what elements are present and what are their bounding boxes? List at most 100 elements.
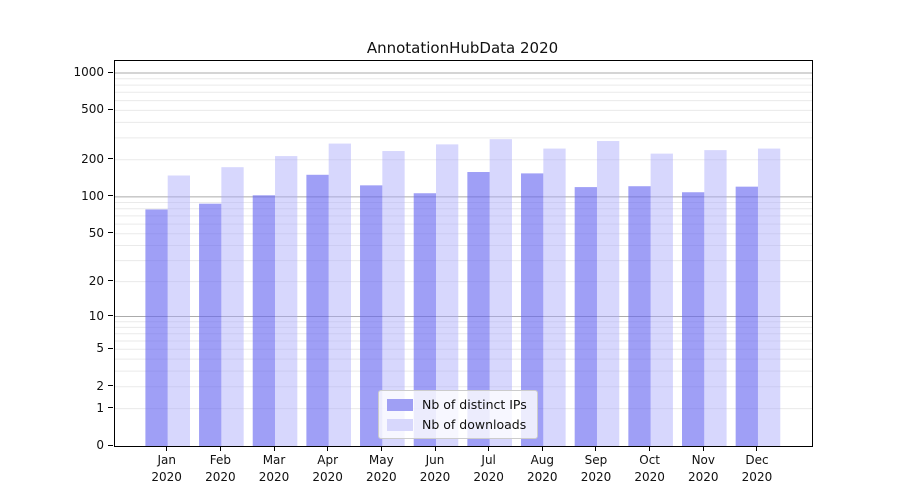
y-tick-label-200: 200	[81, 151, 104, 166]
bar-downloads-dec	[757, 148, 781, 446]
bar-distinct-ips-jan	[145, 209, 168, 446]
x-tick-month: Dec	[745, 453, 769, 467]
x-tick-year: 2020	[741, 470, 773, 484]
legend-label-downloads: Nb of downloads	[422, 417, 527, 432]
x-tick-mark	[541, 447, 543, 451]
bar-chart-canvas	[115, 72, 812, 446]
x-tick-year: 2020	[527, 470, 558, 484]
x-tick-mark	[166, 447, 168, 451]
x-tick-mark	[488, 447, 490, 451]
x-tick-label-jun: Jun 2020	[407, 452, 463, 486]
bar-distinct-ips-dec	[735, 186, 758, 446]
legend-swatch-downloads	[387, 418, 413, 431]
bar-downloads-jan	[167, 175, 190, 446]
x-tick-month: Jan	[157, 453, 176, 467]
x-tick-label-feb: Feb 2020	[192, 452, 248, 486]
x-tick-month: Feb	[209, 453, 231, 467]
bar-downloads-apr	[328, 143, 351, 446]
y-tick-label-1000: 1000	[73, 65, 104, 80]
x-tick-label-sep: Sep 2020	[568, 452, 624, 486]
y-tick-mark	[108, 71, 113, 73]
y-tick-label-20: 20	[88, 273, 104, 288]
legend-item-distinct-ips: Nb of distinct IPs	[387, 397, 527, 412]
x-tick-month: Nov	[691, 453, 715, 467]
x-tick-year: 2020	[473, 470, 504, 484]
bar-downloads-mar	[275, 156, 298, 446]
x-tick-label-may: May 2020	[353, 452, 409, 486]
x-tick-year: 2020	[419, 470, 451, 484]
x-tick-month: Jun	[425, 453, 445, 467]
bar-downloads-jul	[489, 139, 512, 446]
x-tick-label-nov: Nov 2020	[675, 452, 731, 486]
x-tick-mark	[219, 447, 221, 451]
bar-distinct-ips-nov	[682, 192, 705, 446]
y-tick-mark	[108, 347, 113, 349]
x-tick-mark	[380, 447, 382, 451]
x-tick-label-jul: Jul 2020	[461, 452, 517, 486]
bar-distinct-ips-may	[360, 185, 383, 446]
bar-distinct-ips-aug	[521, 173, 544, 446]
x-tick-label-jan: Jan 2020	[139, 452, 195, 486]
y-tick-label-0: 0	[96, 438, 104, 452]
x-tick-month: Jul	[481, 453, 496, 467]
plot-area	[114, 60, 813, 447]
x-tick-month: Mar	[262, 453, 286, 467]
x-tick-mark	[702, 447, 704, 451]
legend-item-downloads: Nb of downloads	[387, 417, 527, 432]
x-tick-year: 2020	[258, 470, 290, 484]
x-tick-year: 2020	[312, 470, 343, 484]
bar-distinct-ips-jun	[413, 193, 436, 446]
x-tick-year: 2020	[151, 470, 182, 484]
y-tick-label-500: 500	[81, 102, 104, 117]
bar-downloads-may	[382, 151, 405, 446]
y-tick-label-100: 100	[81, 188, 104, 203]
x-tick-mark	[595, 447, 597, 451]
y-tick-mark	[108, 315, 113, 317]
y-tick-mark	[108, 444, 113, 446]
legend-swatch-distinct-ips	[387, 398, 413, 411]
x-tick-month: Apr	[317, 453, 339, 467]
bar-distinct-ips-mar	[252, 195, 276, 446]
y-tick-mark	[108, 195, 113, 197]
x-tick-label-apr: Apr 2020	[300, 452, 356, 486]
x-tick-label-mar: Mar 2020	[246, 452, 302, 486]
bar-distinct-ips-jul	[467, 172, 490, 446]
x-tick-year: 2020	[580, 470, 612, 484]
x-tick-year: 2020	[366, 470, 397, 484]
y-tick-mark	[108, 385, 113, 387]
x-tick-year: 2020	[634, 470, 665, 484]
bar-downloads-sep	[596, 141, 620, 446]
x-tick-year: 2020	[205, 470, 236, 484]
x-tick-year: 2020	[688, 470, 719, 484]
y-tick-label-2: 2	[96, 378, 104, 393]
chart-title: AnnotationHubData 2020	[366, 39, 559, 57]
y-tick-mark	[108, 407, 113, 409]
x-tick-month: Oct	[639, 453, 660, 467]
y-tick-label-10: 10	[88, 308, 104, 323]
bar-downloads-nov	[704, 150, 727, 446]
bar-distinct-ips-apr	[306, 174, 329, 446]
x-tick-mark	[327, 447, 329, 451]
legend: Nb of distinct IPs Nb of downloads	[378, 390, 538, 439]
x-tick-month: May	[368, 453, 394, 467]
bar-distinct-ips-feb	[199, 203, 222, 446]
y-tick-mark	[108, 280, 113, 282]
y-tick-label-1: 1	[96, 400, 104, 415]
bar-distinct-ips-oct	[628, 186, 651, 446]
x-tick-mark	[756, 447, 758, 451]
bar-downloads-jun	[436, 144, 459, 446]
y-tick-label-50: 50	[88, 225, 104, 240]
bar-distinct-ips-sep	[574, 187, 597, 446]
y-tick-mark	[108, 108, 113, 110]
x-tick-label-aug: Aug 2020	[514, 452, 570, 486]
x-tick-mark	[649, 447, 651, 451]
legend-label-distinct-ips: Nb of distinct IPs	[422, 397, 527, 412]
x-tick-month: Aug	[530, 453, 555, 467]
y-tick-mark	[108, 158, 113, 160]
x-tick-mark	[434, 447, 436, 451]
y-tick-mark	[108, 232, 113, 234]
y-tick-label-5: 5	[96, 341, 104, 356]
x-tick-mark	[273, 447, 275, 451]
x-tick-label-oct: Oct 2020	[622, 452, 678, 486]
